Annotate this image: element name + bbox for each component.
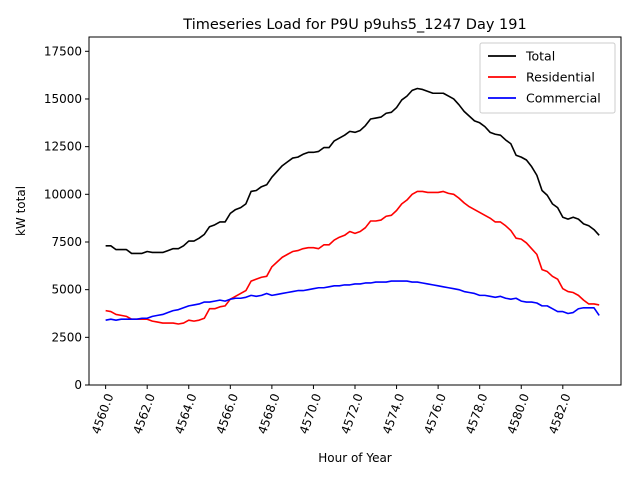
legend: Total Residential Commercial bbox=[479, 42, 616, 114]
legend-label-residential: Residential bbox=[526, 70, 595, 85]
y-tick-label: 17500 bbox=[44, 44, 82, 58]
chart-title: Timeseries Load for P9U p9uhs5_1247 Day … bbox=[182, 17, 526, 33]
x-axis-label: Hour of Year bbox=[318, 451, 392, 465]
legend-label-commercial: Commercial bbox=[526, 91, 601, 106]
y-tick-label: 15000 bbox=[44, 92, 82, 106]
y-tick-label: 12500 bbox=[44, 140, 82, 154]
legend-label-total: Total bbox=[525, 49, 555, 64]
series-line-residential bbox=[105, 190, 600, 325]
series-line-commercial bbox=[105, 280, 600, 321]
series-layer bbox=[105, 87, 600, 325]
y-axis-label: kW total bbox=[14, 186, 28, 236]
y-tick-label: 7500 bbox=[51, 235, 82, 249]
y-axis-ticks: 0 2500 5000 7500 10000 12500 15000 17500 bbox=[44, 44, 89, 392]
y-tick-label: 5000 bbox=[51, 283, 82, 297]
y-tick-label: 10000 bbox=[44, 187, 82, 201]
series-line-total bbox=[105, 87, 600, 255]
legend-box bbox=[479, 42, 616, 114]
y-tick-label: 0 bbox=[74, 378, 82, 392]
y-tick-label: 2500 bbox=[51, 330, 82, 344]
